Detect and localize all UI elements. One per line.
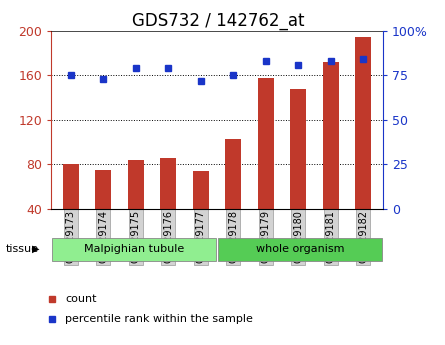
FancyBboxPatch shape xyxy=(218,238,382,261)
Bar xyxy=(160,158,176,253)
Bar xyxy=(95,170,111,253)
Bar xyxy=(290,89,306,253)
Bar xyxy=(225,139,241,253)
Bar xyxy=(193,171,209,253)
FancyBboxPatch shape xyxy=(52,238,216,261)
Bar xyxy=(258,78,274,253)
Bar xyxy=(63,164,79,253)
Bar xyxy=(128,160,144,253)
Text: whole organism: whole organism xyxy=(255,244,344,254)
Text: GDS732 / 142762_at: GDS732 / 142762_at xyxy=(132,12,304,30)
Text: Malpighian tubule: Malpighian tubule xyxy=(84,244,184,254)
Bar xyxy=(323,62,339,253)
Text: count: count xyxy=(65,294,97,304)
Bar xyxy=(355,37,371,253)
Text: ▶: ▶ xyxy=(32,244,40,254)
Text: tissue: tissue xyxy=(5,244,38,254)
Text: percentile rank within the sample: percentile rank within the sample xyxy=(65,314,253,324)
